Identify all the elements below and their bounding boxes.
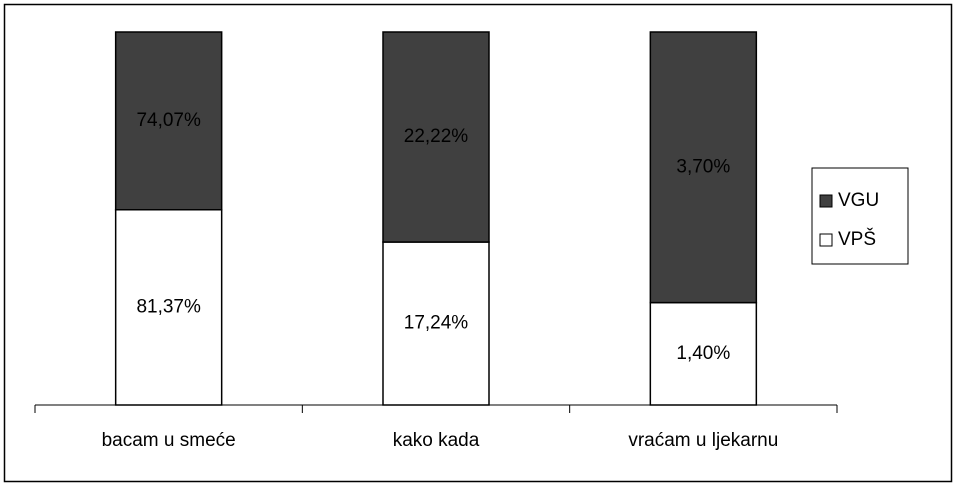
bar-segment — [649, 31, 758, 304]
x-tick-label: bacam u smeće — [102, 430, 236, 451]
x-tick-label: vraćam u ljekarnu — [628, 430, 778, 451]
legend-box — [811, 167, 909, 265]
data-label: 81,37% — [136, 296, 201, 317]
data-label: 74,07% — [136, 110, 201, 131]
bar-segment — [382, 31, 490, 243]
bar-segment — [114, 31, 223, 211]
data-label: 17,24% — [404, 313, 469, 334]
data-label: 3,70% — [676, 156, 730, 177]
legend-swatch — [819, 194, 833, 208]
legend-swatch — [819, 233, 833, 247]
x-tick-label: kako kada — [393, 430, 480, 451]
legend-label: VGU — [838, 190, 879, 211]
data-label: 1,40% — [676, 343, 730, 364]
data-label: 22,22% — [404, 126, 469, 147]
bar-segment — [114, 208, 223, 406]
legend-label: VPŠ — [838, 228, 876, 250]
